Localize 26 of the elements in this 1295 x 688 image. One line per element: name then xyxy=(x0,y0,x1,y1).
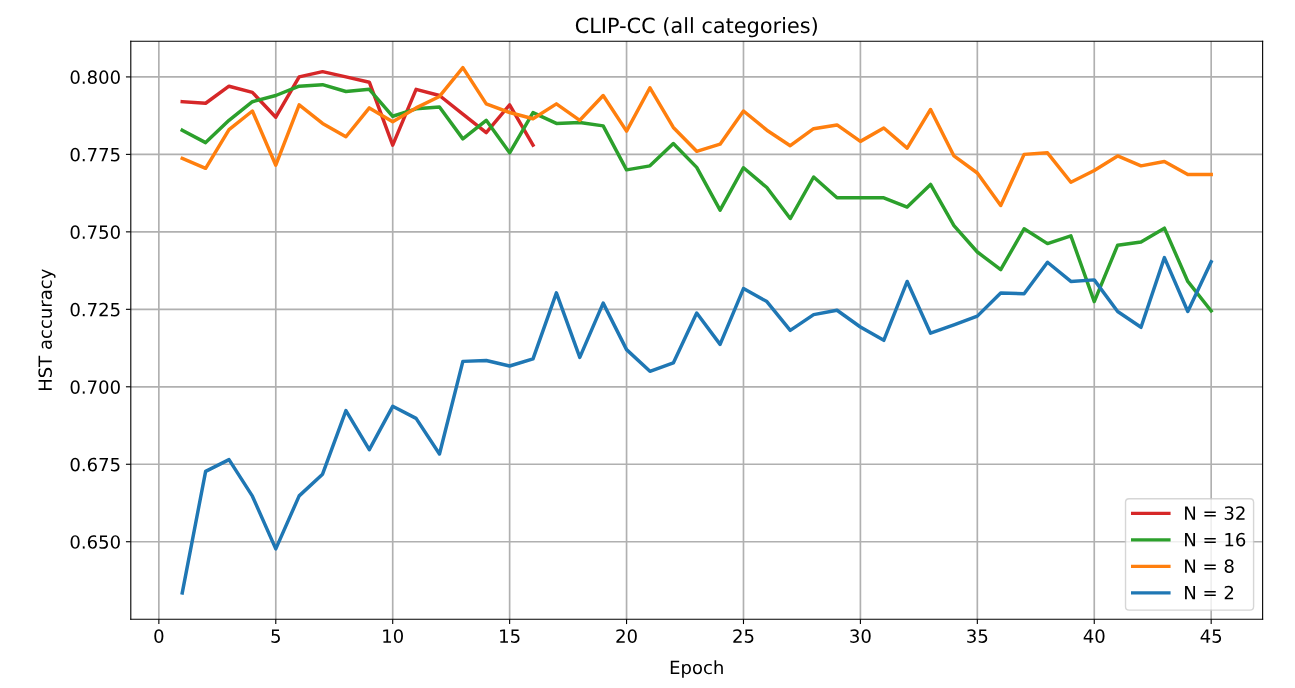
x-tick-label: 10 xyxy=(383,629,403,643)
legend-label: N = 2 xyxy=(1185,585,1234,600)
y-tick-label: 0.725 xyxy=(70,302,120,317)
chart-title: CLIP-CC (all categories) xyxy=(575,17,817,38)
x-tick-label: 30 xyxy=(850,629,871,643)
y-tick-label: 0.750 xyxy=(70,225,120,239)
x-tick-label: 5 xyxy=(271,629,280,643)
y-tick-label: 0.675 xyxy=(70,457,120,472)
y-tick-label: 0.650 xyxy=(70,535,120,549)
x-tick-label: 40 xyxy=(1083,629,1105,643)
x-tick-label: 45 xyxy=(1200,629,1222,643)
x-tick-label: 35 xyxy=(967,629,988,643)
y-axis-title: HST accuracy xyxy=(38,269,56,391)
x-tick-label: 25 xyxy=(733,629,754,643)
line-series xyxy=(180,65,1213,208)
x-tick-label: 20 xyxy=(616,629,637,643)
y-tick-label: 0.700 xyxy=(70,380,120,394)
x-tick-label: 0 xyxy=(154,629,164,643)
y-tick-label: 0.800 xyxy=(70,70,120,85)
x-tick-label: 15 xyxy=(500,629,520,643)
legend-label: N = 16 xyxy=(1185,532,1246,547)
legend-label: N = 32 xyxy=(1185,506,1245,520)
legend-label: N = 8 xyxy=(1185,559,1234,573)
y-tick-label: 0.775 xyxy=(70,147,120,162)
line-series xyxy=(180,82,1213,313)
x-axis-title: Epoch xyxy=(670,660,723,678)
